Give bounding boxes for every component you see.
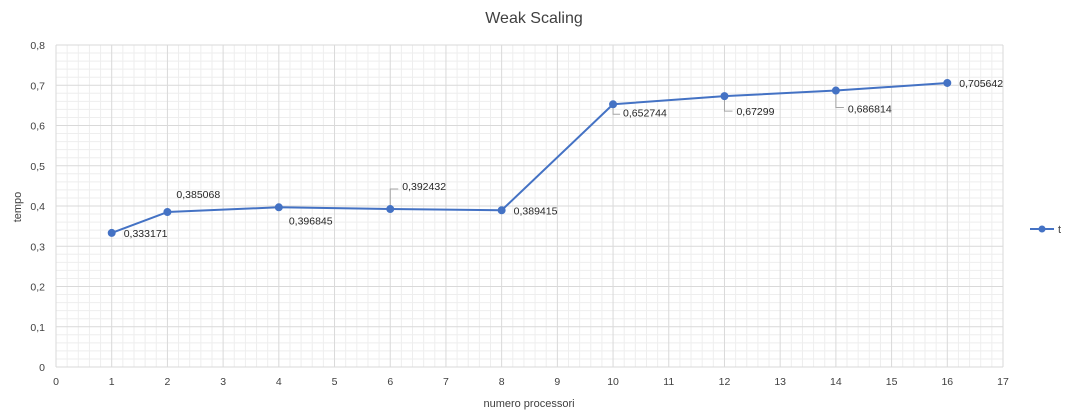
x-axis-tick-labels: 0 1 2 3 4 5 6 7 8 9 10 11 12 13 14 15 16 17 (53, 376, 1009, 388)
data-labels: 0,333171 0,385068 0,396845 0,392432 0,389415… (124, 78, 1004, 240)
data-point-12 (720, 92, 729, 101)
data-label-8: 0,389415 (514, 205, 558, 217)
data-point-16 (943, 78, 952, 87)
data-label-10: 0,652744 (623, 107, 667, 119)
x-tick-label: 5 (332, 376, 338, 388)
leader-line (723, 96, 733, 112)
data-label-16: 0,705642 (959, 78, 1003, 90)
data-point-6 (386, 205, 395, 214)
data-point-14 (831, 86, 840, 95)
data-point-8 (497, 206, 506, 215)
x-tick-label: 2 (164, 376, 170, 388)
x-tick-label: 11 (663, 376, 674, 388)
legend: t (1030, 224, 1061, 236)
data-label-14: 0,686814 (848, 104, 892, 116)
y-tick-label: 0,2 (30, 282, 45, 294)
x-tick-label: 7 (443, 376, 449, 388)
x-tick-label: 14 (830, 376, 842, 388)
y-tick-label: 0,7 (30, 80, 45, 92)
x-tick-label: 4 (276, 376, 282, 388)
x-tick-label: 17 (997, 376, 1009, 388)
x-tick-label: 9 (554, 376, 560, 388)
data-label-4: 0,396845 (289, 215, 333, 227)
major-gridlines (55, 44, 1004, 368)
leader-line (835, 90, 844, 109)
x-axis-label: numero processori (483, 398, 574, 410)
y-axis-tick-labels: 0 0,1 0,2 0,3 0,4 0,5 0,6 0,7 0,8 (30, 40, 45, 374)
data-point-1 (107, 228, 116, 237)
x-tick-label: 10 (607, 376, 619, 388)
y-tick-label: 0,1 (30, 322, 45, 334)
x-tick-label: 0 (53, 376, 59, 388)
y-axis-label: tempo (12, 192, 24, 223)
legend-series-t-marker (1038, 225, 1046, 233)
y-tick-label: 0,8 (30, 40, 45, 52)
x-tick-label: 1 (109, 376, 115, 388)
data-label-12: 0,67299 (736, 106, 774, 118)
data-point-2 (163, 208, 172, 217)
data-label-1: 0,333171 (124, 228, 168, 240)
x-tick-label: 8 (499, 376, 505, 388)
series-t-markers (107, 78, 952, 237)
x-tick-label: 12 (719, 376, 731, 388)
leader-line (389, 188, 399, 210)
chart-title: Weak Scaling (485, 10, 583, 27)
y-tick-label: 0 (39, 362, 45, 374)
data-label-6: 0,392432 (402, 181, 446, 193)
x-tick-label: 3 (220, 376, 226, 388)
x-tick-label: 16 (941, 376, 953, 388)
x-tick-label: 13 (774, 376, 786, 388)
legend-series-t-label: t (1058, 224, 1061, 236)
data-point-10 (609, 100, 618, 109)
x-tick-label: 15 (886, 376, 898, 388)
data-point-4 (274, 203, 283, 212)
x-tick-label: 6 (387, 376, 393, 388)
y-tick-label: 0,3 (30, 241, 45, 253)
data-label-2: 0,385068 (176, 189, 220, 201)
y-tick-label: 0,5 (30, 161, 45, 173)
y-tick-label: 0,6 (30, 121, 45, 133)
y-tick-label: 0,4 (30, 201, 45, 213)
